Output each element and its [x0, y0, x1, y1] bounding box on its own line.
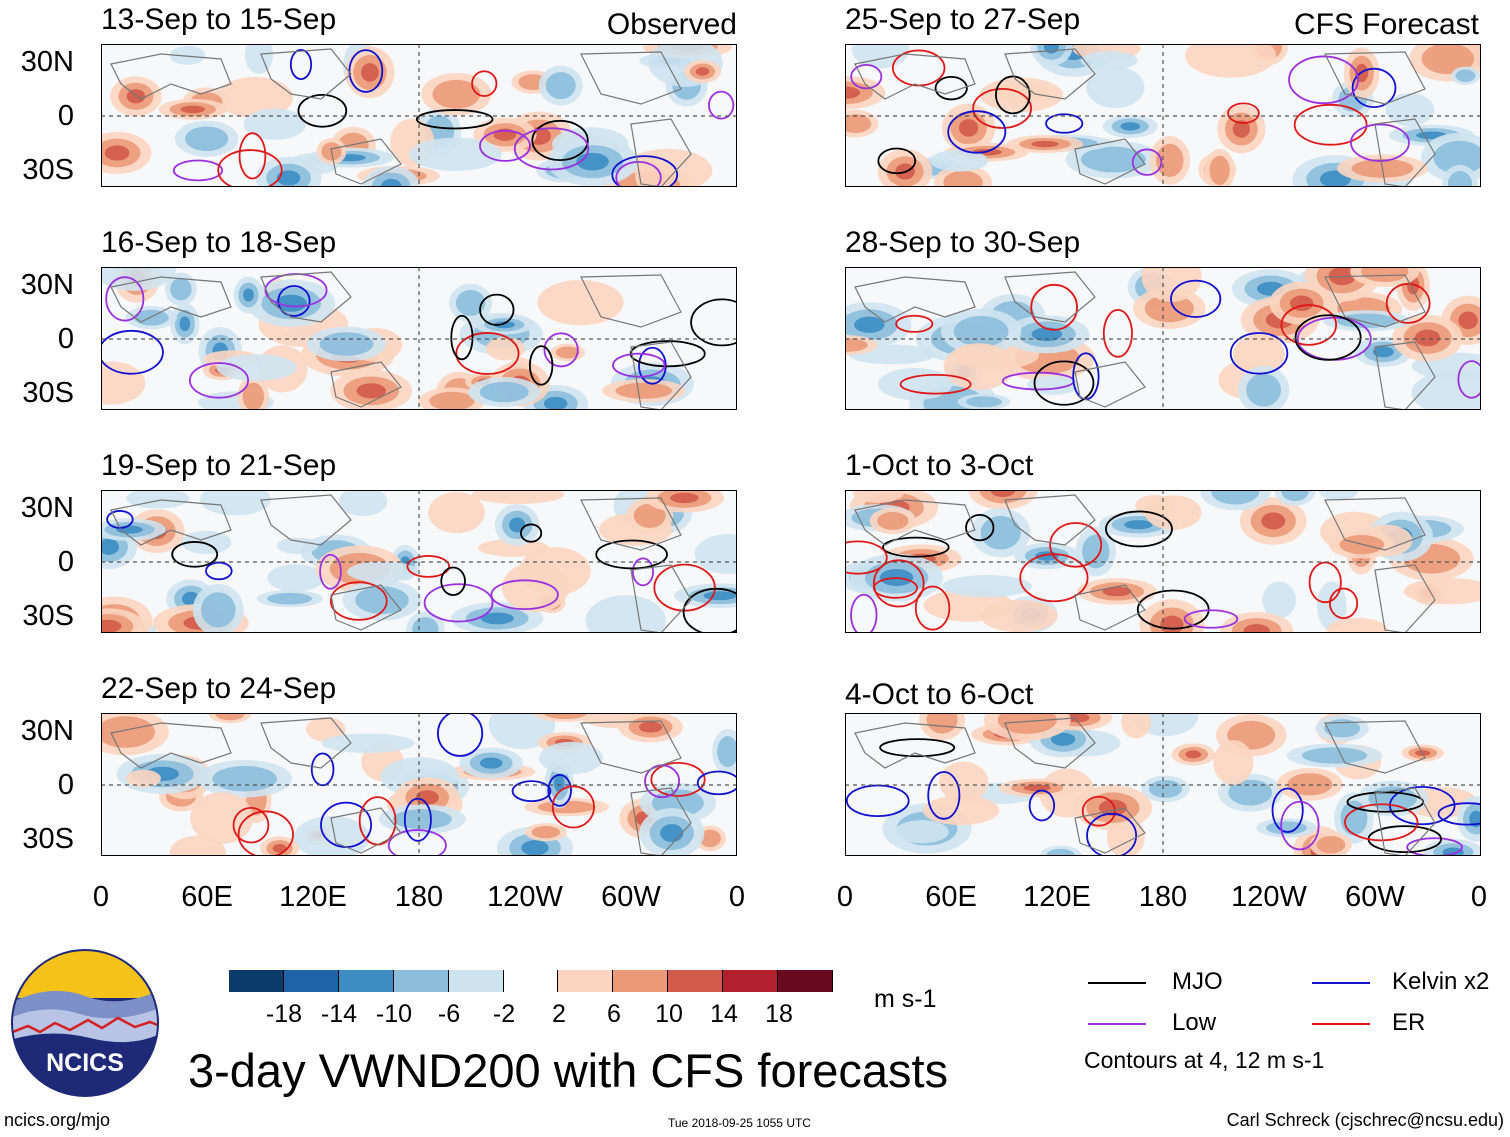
footer-credit: Carl Schreck (cjschrec@ncsu.edu): [1226, 1110, 1504, 1130]
lon-label-0: 0: [92, 881, 110, 913]
lat-label-30n: 30N: [20, 715, 74, 747]
panel-title-left-1: 13-Sep to 15-Sep: [101, 3, 337, 36]
lon-label-0: 0: [728, 881, 746, 913]
lat-label-eq: 0: [57, 100, 74, 132]
lat-label-eq: 0: [57, 546, 74, 578]
map-field: [845, 267, 1481, 410]
lon-label-120w: 120W: [487, 881, 563, 913]
panel-title-right-3: 1-Oct to 3-Oct: [845, 449, 1034, 482]
ncics-logo: NCICS: [11, 949, 159, 1097]
legend-label-mjo: MJO: [1172, 968, 1223, 995]
colorbar-tick-label: -6: [437, 1000, 461, 1028]
cfs-forecast-label: CFS Forecast: [1293, 8, 1479, 41]
lon-label-120e: 120E: [1023, 881, 1091, 913]
legend-line-kelvin: [1312, 982, 1370, 984]
lon-label-60e: 60E: [925, 881, 977, 913]
colorbar-tick-label: 10: [655, 1000, 683, 1028]
colorbar-tick-label: -18: [265, 1000, 303, 1028]
lon-label-120e: 120E: [279, 881, 347, 913]
map-panel-right-4: [845, 713, 1481, 856]
colorbar-bin: [558, 970, 614, 992]
map-field: [101, 713, 737, 856]
legend-line-mjo: [1088, 982, 1146, 984]
panel-title-left-2: 16-Sep to 18-Sep: [101, 226, 337, 259]
colorbar-tick-label: -10: [375, 1000, 413, 1028]
map-field: [101, 44, 737, 187]
colorbar-tick-label: 2: [552, 1000, 566, 1028]
map-panel-right-2: [845, 267, 1481, 410]
lon-label-60w: 60W: [601, 881, 661, 913]
lon-label-180: 180: [394, 881, 444, 913]
panel-title-right-2: 28-Sep to 30-Sep: [845, 226, 1081, 259]
footer-timestamp: Tue 2018-09-25 1055 UTC: [668, 1116, 811, 1130]
lon-label-0: 0: [1470, 881, 1488, 913]
map-field: [101, 267, 737, 410]
map-field: [845, 713, 1481, 856]
legend-label-kelvin: Kelvin x2: [1392, 968, 1490, 995]
contour-note: Contours at 4, 12 m s-1: [1084, 1047, 1325, 1073]
map-panel-left-4: [101, 713, 737, 856]
colorbar-bin: [613, 970, 669, 992]
legend-label-low: Low: [1172, 1009, 1217, 1036]
lon-label-0: 0: [836, 881, 854, 913]
logo-text: NCICS: [46, 1049, 124, 1077]
map-panel-left-2: [101, 267, 737, 410]
map-panel-left-3: [101, 490, 737, 633]
colorbar-bin: [668, 970, 724, 992]
colorbar-units: m s-1: [874, 985, 937, 1013]
lon-label-120w: 120W: [1231, 881, 1307, 913]
panel-title-right-4: 4-Oct to 6-Oct: [845, 678, 1034, 711]
colorbar-bin: [448, 970, 504, 992]
observed-label: Observed: [606, 8, 737, 41]
lat-label-30n: 30N: [20, 269, 74, 301]
colorbar-bin: [338, 970, 394, 992]
panel-title-left-4: 22-Sep to 24-Sep: [101, 672, 337, 705]
lon-label-60e: 60E: [181, 881, 233, 913]
map-panel-right-3: [845, 490, 1481, 633]
map-panel-left-1: [101, 44, 737, 187]
colorbar-tick-label: 14: [710, 1000, 738, 1028]
legend-line-er: [1312, 1023, 1370, 1025]
lat-label-30s: 30S: [22, 154, 74, 186]
colorbar-bin: [393, 970, 449, 992]
panel-title-left-3: 19-Sep to 21-Sep: [101, 449, 337, 482]
colorbar-bin: [778, 970, 833, 992]
legend-label-er: ER: [1392, 1009, 1426, 1036]
colorbar-tick-label: 6: [607, 1000, 621, 1028]
footer-url: ncics.org/mjo: [4, 1110, 111, 1130]
colorbar-bin: [283, 970, 339, 992]
lat-label-30s: 30S: [22, 823, 74, 855]
main-title: 3-day VWND200 with CFS forecasts: [188, 1044, 949, 1097]
map-panel-right-1: [845, 44, 1481, 187]
lat-label-30s: 30S: [22, 600, 74, 632]
lat-label-eq: 0: [57, 769, 74, 801]
legend-line-low: [1088, 1023, 1146, 1025]
colorbar-bin: [229, 970, 284, 992]
colorbar-bin: [503, 970, 559, 992]
panel-title-right-1: 25-Sep to 27-Sep: [845, 3, 1081, 36]
map-field: [101, 490, 737, 633]
lat-label-30n: 30N: [20, 492, 74, 524]
lat-label-30n: 30N: [20, 46, 74, 78]
lat-label-eq: 0: [57, 323, 74, 355]
colorbar-bin: [723, 970, 779, 992]
colorbar-tick-label: 18: [765, 1000, 793, 1028]
colorbar-tick-label: -2: [492, 1000, 516, 1028]
lon-label-60w: 60W: [1345, 881, 1405, 913]
lon-label-180: 180: [1138, 881, 1188, 913]
map-field: [845, 44, 1481, 187]
colorbar-tick-label: -14: [320, 1000, 358, 1028]
map-field: [845, 490, 1481, 633]
lat-label-30s: 30S: [22, 377, 74, 409]
